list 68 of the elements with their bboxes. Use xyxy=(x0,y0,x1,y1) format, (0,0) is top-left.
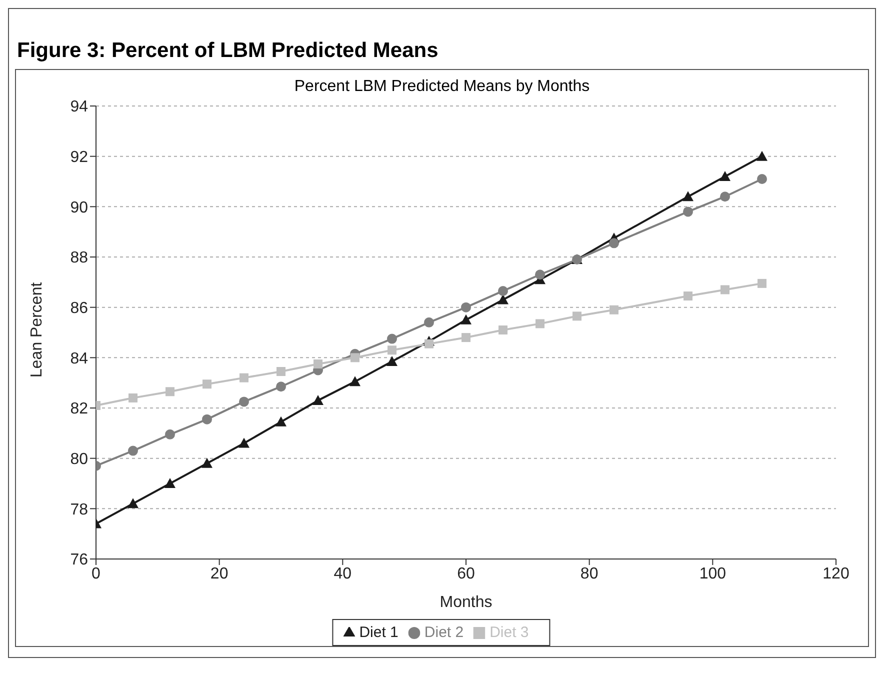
x-tick-label: 80 xyxy=(580,565,598,582)
y-tick-label: 88 xyxy=(70,250,88,267)
y-tick-label: 82 xyxy=(70,400,88,418)
x-tick-label: 60 xyxy=(457,565,475,582)
point xyxy=(684,292,692,301)
point xyxy=(536,319,544,328)
point xyxy=(610,305,618,314)
point xyxy=(314,359,322,368)
y-tick-label: 80 xyxy=(70,451,88,468)
y-tick-label: 94 xyxy=(70,98,88,116)
legend-label: Diet 3 xyxy=(490,624,529,641)
y-tick-label: 90 xyxy=(70,199,88,216)
legend-label: Diet 1 xyxy=(359,624,398,641)
point xyxy=(202,458,212,468)
point xyxy=(128,446,138,456)
chart-subtitle: Percent LBM Predicted Means by Months xyxy=(293,77,591,96)
point xyxy=(128,498,138,508)
point xyxy=(462,333,470,342)
y-axis-title: Lean Percent xyxy=(28,282,46,378)
x-tick-label: 40 xyxy=(334,565,352,582)
point xyxy=(128,393,138,402)
point xyxy=(720,192,730,202)
x-axis-title: Months xyxy=(440,594,492,611)
point xyxy=(498,325,508,334)
point xyxy=(720,170,730,181)
point xyxy=(202,380,212,389)
point xyxy=(276,382,286,392)
point xyxy=(164,478,176,488)
point xyxy=(350,376,360,386)
point xyxy=(202,414,212,424)
point xyxy=(498,294,508,304)
point xyxy=(756,150,768,161)
point xyxy=(424,339,434,348)
point xyxy=(424,317,434,328)
point xyxy=(388,346,396,355)
point xyxy=(386,356,398,366)
y-tick-label: 84 xyxy=(70,350,88,368)
point xyxy=(276,367,286,376)
y-tick-label: 86 xyxy=(70,300,88,318)
chart-title: Figure 3: Percent of LBM Predicted Means xyxy=(17,39,440,63)
point xyxy=(276,416,286,426)
point xyxy=(312,394,324,405)
point xyxy=(609,238,619,248)
x-tick-label: 20 xyxy=(210,565,228,582)
x-tick-label: 100 xyxy=(699,565,726,582)
point xyxy=(166,387,174,396)
point xyxy=(572,312,582,321)
point xyxy=(720,285,730,294)
point xyxy=(757,174,767,184)
point xyxy=(387,334,397,344)
point xyxy=(758,278,766,288)
point xyxy=(682,191,694,202)
point xyxy=(461,302,471,312)
point xyxy=(350,353,360,362)
y-tick-label: 92 xyxy=(70,149,88,166)
point xyxy=(683,206,693,217)
point xyxy=(498,286,508,296)
x-tick-label: 0 xyxy=(92,565,101,582)
point xyxy=(165,429,175,440)
y-tick-label: 78 xyxy=(70,501,88,518)
x-tick-label: 120 xyxy=(822,565,850,582)
y-tick-label: 76 xyxy=(70,552,88,569)
legend-label: Diet 2 xyxy=(424,624,464,641)
point xyxy=(238,438,250,448)
point xyxy=(460,314,472,324)
point xyxy=(535,270,545,280)
point xyxy=(240,373,248,382)
point xyxy=(239,396,249,407)
